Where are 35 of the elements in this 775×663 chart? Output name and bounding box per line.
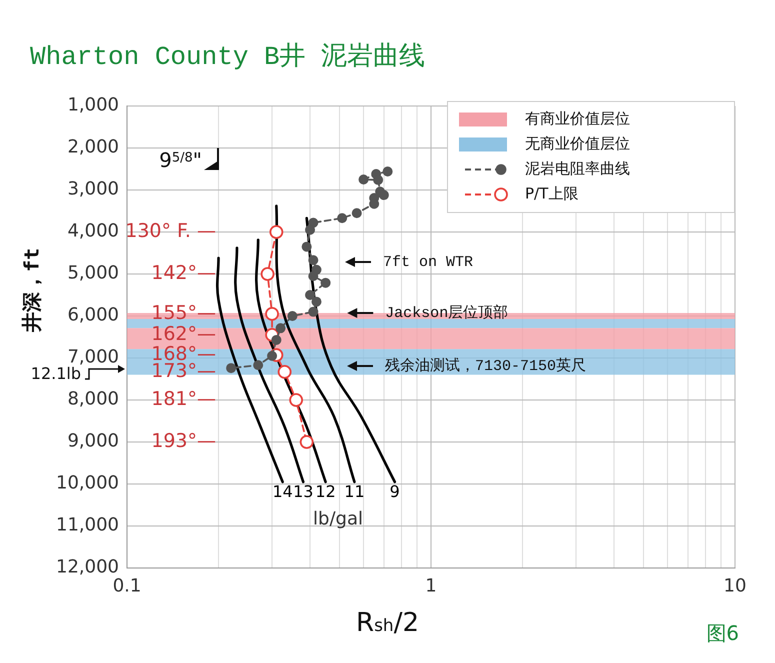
y-axis-title: 井深，ft xyxy=(18,248,44,332)
legend-label: 无商业价值层位 xyxy=(525,134,630,152)
annotation: lb/gal xyxy=(313,508,363,530)
annotation: 162°— xyxy=(151,322,216,345)
x-tick-label: 10 xyxy=(724,575,746,596)
y-tick-label: 1,000 xyxy=(67,94,119,116)
y-tick-label: 9,000 xyxy=(67,430,119,452)
series-label: 12 xyxy=(315,482,336,502)
annotation: Jackson层位顶部 xyxy=(385,304,508,322)
y-tick-label: 2,000 xyxy=(67,136,119,158)
series-label: 14 xyxy=(272,482,293,502)
x-tick-label: 0.1 xyxy=(112,575,142,596)
y-tick-label: 8,000 xyxy=(67,388,119,410)
series-label: 11 xyxy=(344,482,365,502)
caption: 图6 xyxy=(706,620,739,647)
y-tick-label: 12,000 xyxy=(56,556,119,578)
legend-label: 有商业价值层位 xyxy=(525,109,630,128)
annotation: 残余油测试，7130-7150英尺 xyxy=(385,356,586,375)
legend-label: P/T上限 xyxy=(525,184,578,202)
chart-title: Wharton County B井 泥岩曲线 xyxy=(30,41,426,73)
x-tick-label: 1 xyxy=(425,575,437,596)
y-tick-label: 4,000 xyxy=(67,220,119,242)
annotation: 173°— xyxy=(151,360,216,382)
y-tick-label: 6,000 xyxy=(67,304,119,326)
annotation: 181°— xyxy=(151,388,216,410)
series-label: 13 xyxy=(293,482,314,502)
series-label: 9 xyxy=(390,482,400,502)
annotation: 142°— xyxy=(151,262,216,284)
annotation: 193°— xyxy=(151,430,216,452)
annotation: 7ft on WTR xyxy=(383,254,474,271)
y-tick-label: 11,000 xyxy=(56,514,119,536)
y-tick-label: 10,000 xyxy=(56,472,119,494)
legend-label: 泥岩电阻率曲线 xyxy=(525,159,630,178)
y-tick-label: 5,000 xyxy=(67,262,119,284)
y-tick-label: 3,000 xyxy=(67,178,119,200)
